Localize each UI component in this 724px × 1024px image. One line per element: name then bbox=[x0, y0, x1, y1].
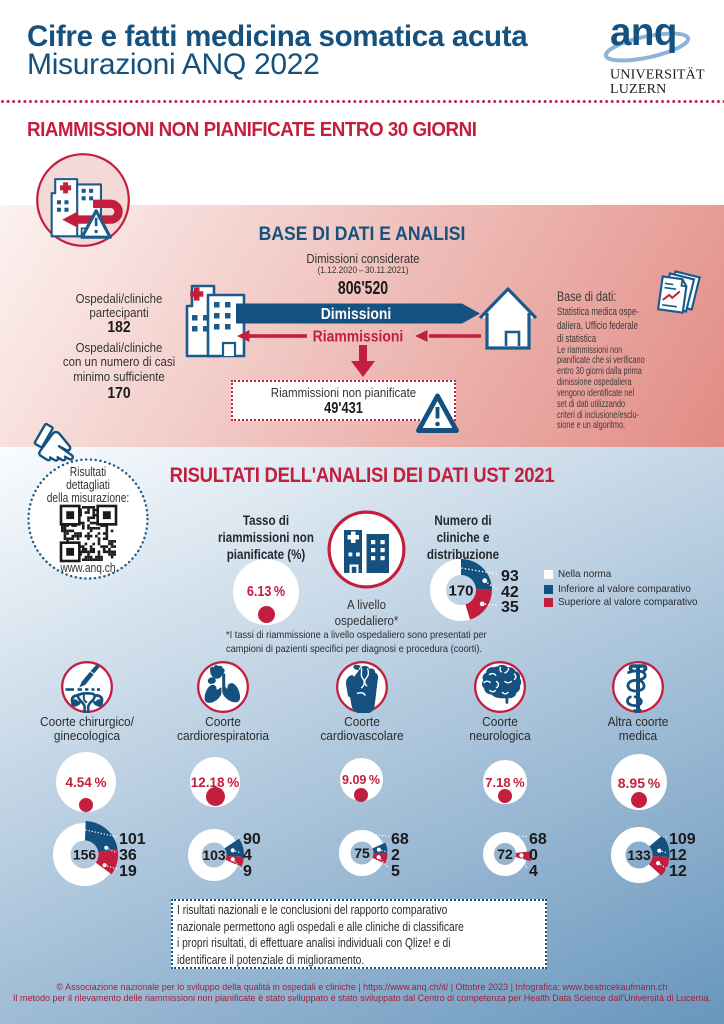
svg-text:133: 133 bbox=[627, 847, 651, 863]
svg-text:103: 103 bbox=[202, 847, 226, 863]
svg-text:75: 75 bbox=[354, 845, 370, 861]
svg-text:156: 156 bbox=[73, 846, 97, 862]
svg-text:170: 170 bbox=[448, 583, 473, 600]
svg-text:Riammissioni: Riammissioni bbox=[313, 329, 404, 346]
svg-text:LUZERN: LUZERN bbox=[610, 82, 666, 97]
svg-text:anq: anq bbox=[610, 14, 677, 54]
svg-text:72: 72 bbox=[497, 846, 513, 862]
svg-text:UNIVERSITÄT: UNIVERSITÄT bbox=[610, 66, 705, 83]
svg-text:Dimissioni: Dimissioni bbox=[321, 306, 391, 323]
